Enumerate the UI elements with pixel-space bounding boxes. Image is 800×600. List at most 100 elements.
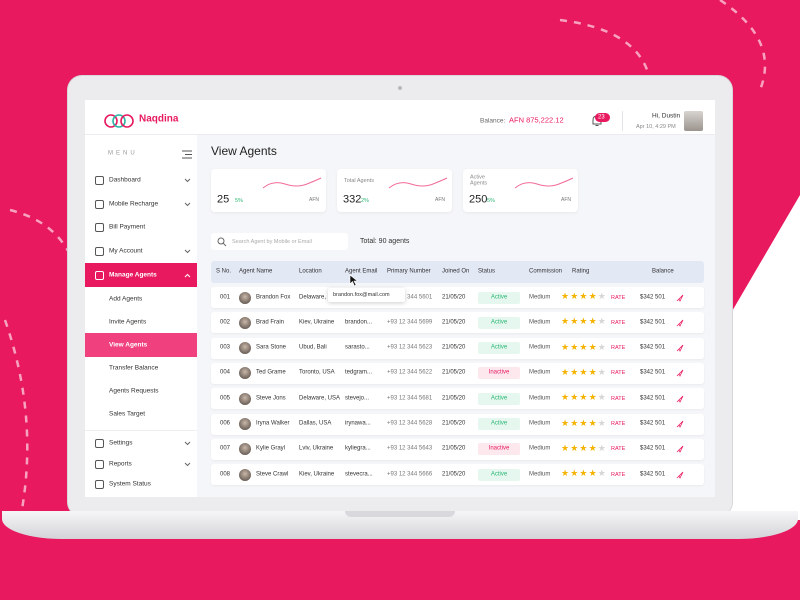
star: ★ xyxy=(597,468,606,479)
rate-button[interactable]: RATE xyxy=(611,471,626,478)
agent-name: Ted Grame xyxy=(256,369,286,376)
serial-no: 007 xyxy=(220,445,231,452)
user-avatar[interactable] xyxy=(684,111,703,131)
send-icon[interactable] xyxy=(676,395,684,403)
rate-button[interactable]: RATE xyxy=(611,294,626,301)
rate-button[interactable]: RATE xyxy=(611,319,626,326)
sidebar xyxy=(85,135,197,497)
star: ★ xyxy=(579,341,588,352)
menu-toggle[interactable] xyxy=(182,150,192,159)
cursor xyxy=(349,274,359,287)
star: ★ xyxy=(588,366,597,377)
send-icon[interactable] xyxy=(676,420,684,428)
serial-no: 005 xyxy=(220,395,231,402)
status: Active xyxy=(490,294,508,301)
email: tedgram... xyxy=(345,369,373,376)
notification-count: 23 xyxy=(598,114,605,121)
star: ★ xyxy=(561,442,570,453)
status-badge xyxy=(478,392,520,405)
star: ★ xyxy=(570,316,579,327)
send-icon[interactable] xyxy=(676,344,684,352)
chevron xyxy=(184,178,191,183)
menu-item[interactable]: My Account xyxy=(109,247,143,255)
dashed-arc xyxy=(559,18,652,81)
joined-on: 21/05/20 xyxy=(442,445,466,452)
send-icon[interactable] xyxy=(676,471,684,479)
submenu-item[interactable]: View Agents xyxy=(109,341,148,349)
table-row xyxy=(211,438,704,460)
submenu-item[interactable]: Invite Agents xyxy=(109,318,147,326)
serial-no: 003 xyxy=(220,344,231,351)
joined-on: 21/05/20 xyxy=(442,319,466,326)
star: ★ xyxy=(597,366,606,377)
menu-item[interactable]: Bill Payment xyxy=(109,223,146,231)
agent-name: Iryna Walker xyxy=(256,420,290,427)
menu-item[interactable]: Reports xyxy=(109,460,132,468)
menu-item[interactable]: Manage Agents xyxy=(109,271,157,279)
star: ★ xyxy=(588,341,597,352)
card-value: 332 xyxy=(343,193,362,206)
submenu-item[interactable]: Sales Target xyxy=(109,410,146,418)
star: ★ xyxy=(597,316,606,327)
logo-mark xyxy=(104,114,134,128)
column-header: S No. xyxy=(216,268,232,275)
agent-avatar xyxy=(239,291,251,304)
sparkline xyxy=(262,177,322,189)
submenu-item[interactable]: Agents Requests xyxy=(109,387,159,395)
menu-icon xyxy=(95,247,104,256)
location: Toronto, USA xyxy=(299,369,335,376)
status: Active xyxy=(490,344,508,351)
balance: $342 501 xyxy=(640,445,666,452)
rating: ★ ★ ★ ★ ★ xyxy=(561,341,607,353)
star: ★ xyxy=(579,442,588,453)
rate-button[interactable]: RATE xyxy=(611,344,626,351)
menu-item[interactable]: System Status xyxy=(109,480,151,488)
menu-item[interactable]: Mobile Recharge xyxy=(109,200,159,208)
submenu-item[interactable]: Transfer Balance xyxy=(109,364,159,372)
brand-name: Naqdina xyxy=(139,113,179,125)
joined-on: 21/05/20 xyxy=(442,344,466,351)
search-box[interactable] xyxy=(211,233,348,250)
rating: ★ ★ ★ ★ ★ xyxy=(561,417,607,429)
menu-item[interactable]: Dashboard xyxy=(109,176,141,184)
joined-on: 21/05/20 xyxy=(442,471,466,478)
stat-card xyxy=(337,169,452,212)
balance: $342 501 xyxy=(640,294,666,301)
phone: +93 12 344 5628 xyxy=(387,420,433,427)
send-icon[interactable] xyxy=(676,445,684,454)
star: ★ xyxy=(570,341,579,352)
agent-avatar xyxy=(239,418,251,430)
status-badge xyxy=(478,367,520,380)
serial-no: 004 xyxy=(220,369,231,376)
card-label: Active Agents xyxy=(470,174,488,187)
phone: +93 12 344 5699 xyxy=(387,319,433,326)
card-unit: AFN xyxy=(435,197,445,204)
send-icon[interactable] xyxy=(676,294,684,302)
send-icon[interactable] xyxy=(676,369,684,378)
rate-button[interactable]: RATE xyxy=(611,446,626,453)
agent-name: Steve Jons xyxy=(256,395,286,402)
active-subitem[interactable] xyxy=(85,333,197,357)
serial-no: 001 xyxy=(220,294,231,301)
rate-button[interactable]: RATE xyxy=(611,370,626,377)
balance: $342 501 xyxy=(640,369,666,376)
commission: Medium xyxy=(529,395,551,402)
balance: $342 501 xyxy=(640,344,666,351)
send-icon[interactable] xyxy=(676,319,684,327)
menu-item[interactable]: Settings xyxy=(109,439,133,447)
star: ★ xyxy=(579,366,588,377)
menu-label: MENU xyxy=(108,150,138,157)
agent-name: Brad Frain xyxy=(256,319,285,326)
chevron xyxy=(184,462,191,467)
agent-name: Steve Crawl xyxy=(256,471,289,478)
agent-avatar xyxy=(239,392,251,405)
table-row xyxy=(211,337,704,359)
rate-button[interactable]: RATE xyxy=(611,420,626,427)
submenu-item[interactable]: Add Agents xyxy=(109,295,143,303)
star: ★ xyxy=(597,417,606,428)
agent-name: Brandon Fox xyxy=(256,294,291,301)
rate-button[interactable]: RATE xyxy=(611,395,626,402)
rating: ★ ★ ★ ★ ★ xyxy=(561,292,607,302)
column-header: Balance xyxy=(652,268,674,275)
